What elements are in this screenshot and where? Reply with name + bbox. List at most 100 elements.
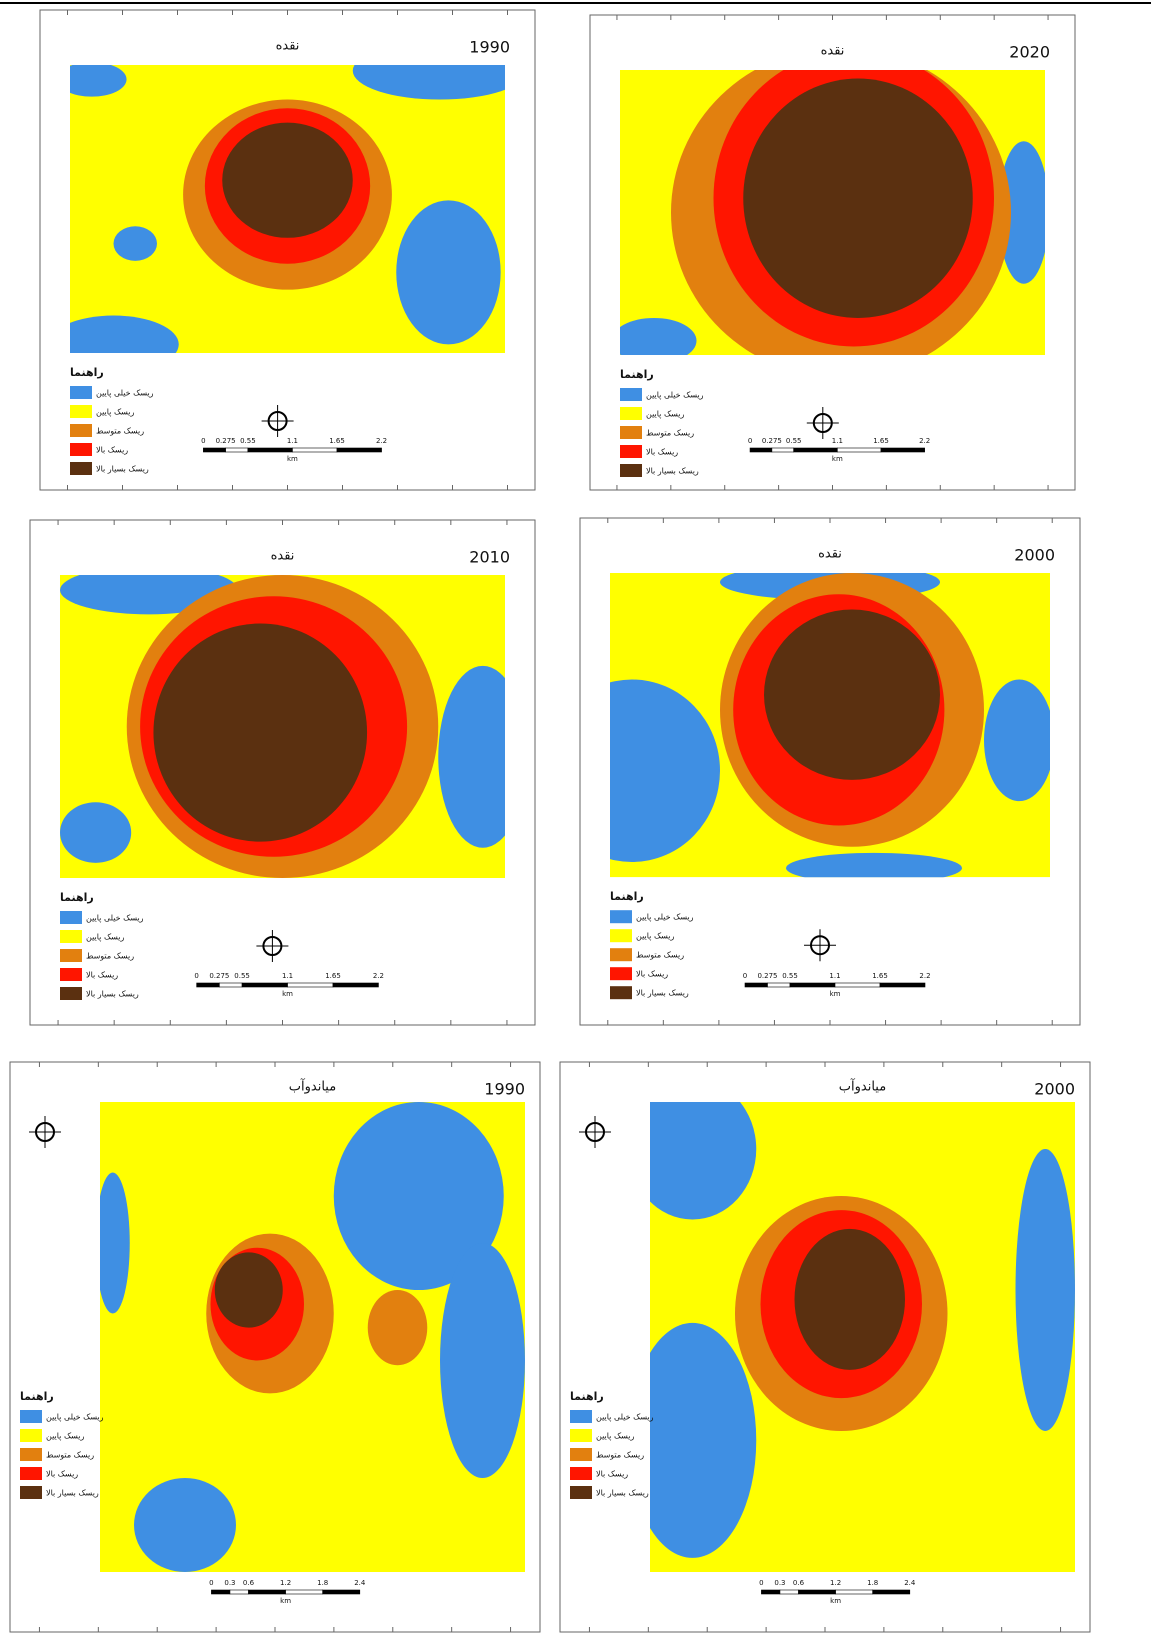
legend-swatch (60, 949, 82, 962)
scale-segment (837, 448, 881, 452)
legend-swatch (610, 929, 632, 942)
legend-label: ریسک پایین (86, 933, 124, 942)
scale-unit: km (830, 1597, 841, 1605)
scale-segment (248, 448, 293, 452)
scale-label: 1.1 (282, 972, 293, 980)
legend-title: راهنما (70, 366, 104, 379)
legend-swatch (20, 1410, 42, 1423)
scale-segment (880, 983, 925, 987)
legend-swatch (20, 1448, 42, 1461)
scale-unit: km (832, 455, 843, 463)
legend-swatch (620, 426, 642, 439)
legend-label: ریسک خیلی پایین (86, 914, 144, 923)
scale-label: 1.65 (872, 972, 888, 980)
scale-segment (768, 983, 791, 987)
scale-label: 0.275 (757, 972, 777, 980)
scale-label: 0.6 (243, 1579, 255, 1587)
scale-segment (230, 1590, 249, 1594)
scale-segment (219, 983, 242, 987)
scale-label: 0 (743, 972, 747, 980)
scale-label: 0.275 (216, 437, 236, 445)
scale-label: 0 (209, 1579, 213, 1587)
legend-label: ریسک خیلی پایین (46, 1413, 104, 1422)
scale-label: 2.2 (919, 437, 930, 445)
scale-label: 1.65 (873, 437, 889, 445)
scale-label: 0 (201, 437, 205, 445)
scale-segment (337, 448, 382, 452)
scale-label: 0.275 (209, 972, 229, 980)
legend-label: ریسک بسیار بالا (96, 465, 149, 474)
legend-label: ریسک پایین (636, 932, 674, 941)
map-year: 2020 (1009, 43, 1050, 62)
scale-segment (286, 1590, 323, 1594)
legend-label: ریسک خیلی پایین (636, 913, 694, 922)
scale-segment (203, 448, 225, 452)
legend-label: ریسک بسیار بالا (636, 989, 689, 998)
legend-swatch (570, 1429, 592, 1442)
scale-label: 1.1 (829, 972, 840, 980)
legend-label: ریسک بسیار بالا (86, 990, 139, 999)
scale-segment (745, 983, 768, 987)
zone-very-high (215, 1252, 283, 1327)
zone-very-low (114, 226, 158, 261)
legend-label: ریسک بالا (596, 1470, 628, 1479)
figure: نقده1990راهنماریسک خیلی پایینریسک پایینر… (0, 0, 1151, 1641)
scale-label: 1.2 (830, 1579, 841, 1587)
scale-label: 2.4 (354, 1579, 366, 1587)
map-area (612, 47, 1050, 378)
legend-label: ریسک خیلی پایین (646, 391, 704, 400)
legend-label: ریسک متوسط (86, 952, 134, 961)
legend-swatch (610, 986, 632, 999)
scale-label: 1.1 (832, 437, 843, 445)
scale-segment (780, 1590, 799, 1594)
legend-label: ریسک بالا (46, 1470, 78, 1479)
zone-very-low (440, 1243, 525, 1478)
map-title: نقده (271, 549, 295, 564)
scale-segment (794, 448, 838, 452)
zone-very-low (134, 1478, 236, 1572)
scale-label: 0 (759, 1579, 763, 1587)
legend-label: ریسک بالا (86, 971, 118, 980)
scale-segment (323, 1590, 360, 1594)
legend-swatch (20, 1486, 42, 1499)
legend-swatch (70, 443, 92, 456)
scale-segment (873, 1590, 910, 1594)
map-title: میاندوآب (839, 1078, 886, 1095)
scale-label: 2.2 (919, 972, 930, 980)
legend-title: راهنما (60, 891, 94, 904)
legend-title: راهنما (20, 1390, 54, 1403)
map-area (629, 1079, 1075, 1573)
scale-segment (249, 1590, 286, 1594)
legend-label: ریسک بسیار بالا (596, 1489, 649, 1498)
scale-segment (835, 983, 880, 987)
map-year: 2000 (1034, 1080, 1075, 1099)
scale-unit: km (280, 1597, 291, 1605)
map-panel: نقده2000راهنماریسک خیلی پایینریسک پایینر… (544, 518, 1080, 1025)
legend-title: راهنما (620, 368, 654, 381)
legend-label: ریسک متوسط (646, 429, 694, 438)
legend-swatch (60, 987, 82, 1000)
legend-label: ریسک پایین (96, 408, 134, 417)
scale-segment (750, 448, 772, 452)
scale-segment (226, 448, 248, 452)
scale-unit: km (287, 455, 298, 463)
zone-very-low (544, 679, 720, 862)
map-panel: نقده2010راهنماریسک خیلی پایینریسک پایینر… (30, 520, 535, 1025)
legend-swatch (620, 407, 642, 420)
legend-label: ریسک بالا (96, 446, 128, 455)
legend-swatch (570, 1467, 592, 1480)
legend-swatch (570, 1410, 592, 1423)
scale-label: 0 (194, 972, 198, 980)
scale-label: 0.55 (240, 437, 256, 445)
legend-swatch (610, 967, 632, 980)
map-year: 2000 (1014, 546, 1055, 565)
legend-label: ریسک پایین (596, 1432, 634, 1441)
scale-label: 0.3 (774, 1579, 785, 1587)
legend-label: ریسک پایین (46, 1432, 84, 1441)
legend-label: ریسک بسیار بالا (646, 467, 699, 476)
scale-segment (292, 448, 337, 452)
scale-label: 2.2 (376, 437, 387, 445)
